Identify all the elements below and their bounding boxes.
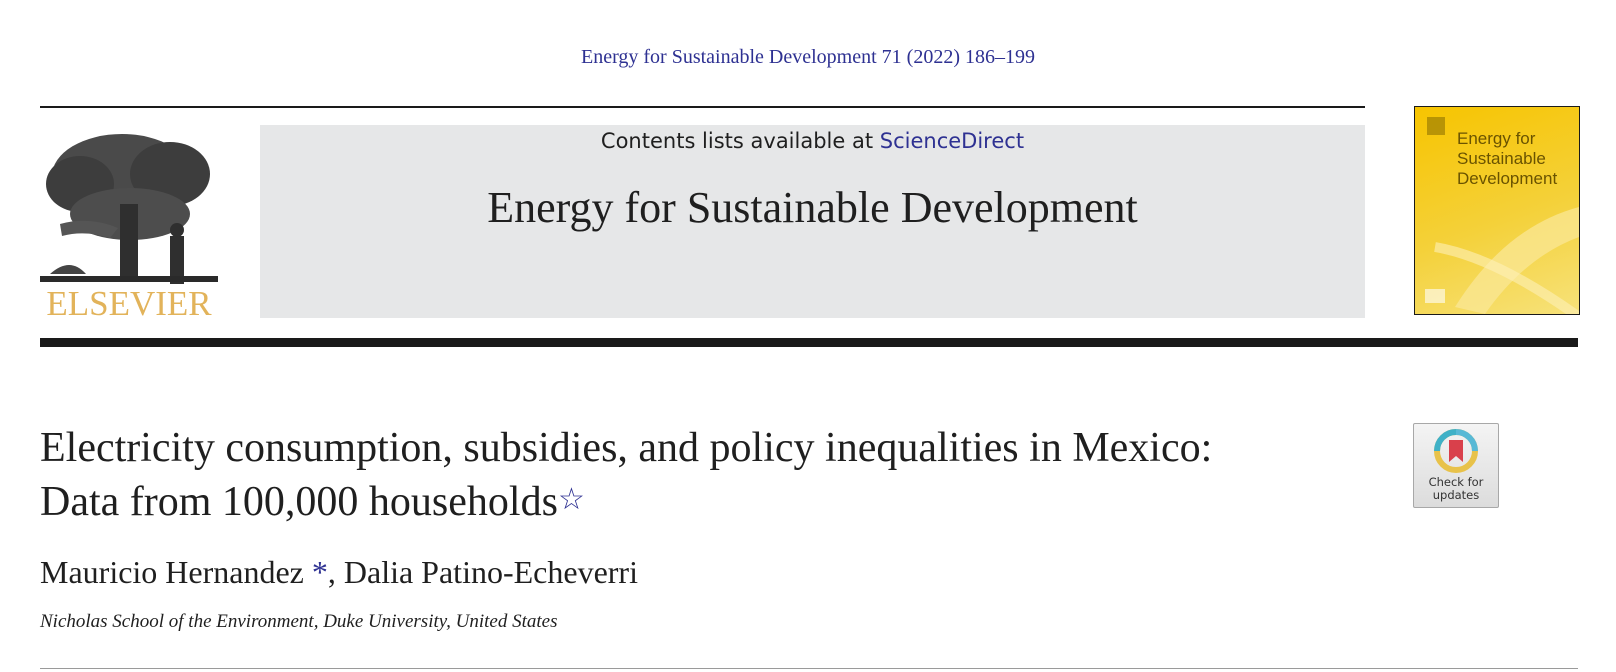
elsevier-tree-logo-icon <box>40 134 218 284</box>
contents-line: Contents lists available at ScienceDirec… <box>260 127 1365 155</box>
journal-banner: Contents lists available at ScienceDirec… <box>260 125 1365 318</box>
article-title-line1: Electricity consumption, subsidies, and … <box>40 425 1213 471</box>
contents-prefix: Contents lists available at <box>600 129 880 153</box>
author-2[interactable]: Dalia Patino-Echeverri <box>343 554 638 590</box>
journal-title: Energy for Sustainable Development <box>487 183 1138 232</box>
author-1[interactable]: Mauricio Hernandez <box>40 554 312 590</box>
header-thick-rule <box>40 338 1578 347</box>
article-title-line2: Data from 100,000 households <box>40 479 558 525</box>
bottom-rule <box>40 668 1578 669</box>
author-list: Mauricio Hernandez *, Dalia Patino-Echev… <box>40 554 638 591</box>
check-updates-icon <box>1434 429 1478 473</box>
elsevier-wordmark: ELSEVIER <box>46 284 212 323</box>
author-separator: , <box>327 554 344 590</box>
check-updates-line1: Check for <box>1428 475 1484 489</box>
check-updates-line2: updates <box>1432 488 1480 502</box>
journal-cover-image[interactable]: Energy for Sustainable Development <box>1414 106 1580 315</box>
cover-title: Energy for Sustainable Development <box>1457 129 1558 188</box>
affiliation: Nicholas School of the Environment, Duke… <box>40 611 558 632</box>
journal-citation[interactable]: Energy for Sustainable Development 71 (2… <box>0 46 1616 69</box>
citation-link[interactable]: Energy for Sustainable Development 71 (2… <box>581 46 1035 68</box>
check-updates-label: Check for updates <box>1414 476 1498 502</box>
header-top-rule <box>40 106 1365 108</box>
check-for-updates-button[interactable]: Check for updates <box>1413 423 1499 508</box>
article-title: Electricity consumption, subsidies, and … <box>40 422 1370 528</box>
corresponding-author-mark[interactable]: * <box>311 554 328 590</box>
sciencedirect-link[interactable]: ScienceDirect <box>879 129 1025 153</box>
cover-swoosh-icon <box>1425 117 1579 314</box>
article-title-line2-wrap: Data from 100,000 households☆ <box>40 474 1370 528</box>
title-footnote-star[interactable]: ☆ <box>557 483 585 516</box>
